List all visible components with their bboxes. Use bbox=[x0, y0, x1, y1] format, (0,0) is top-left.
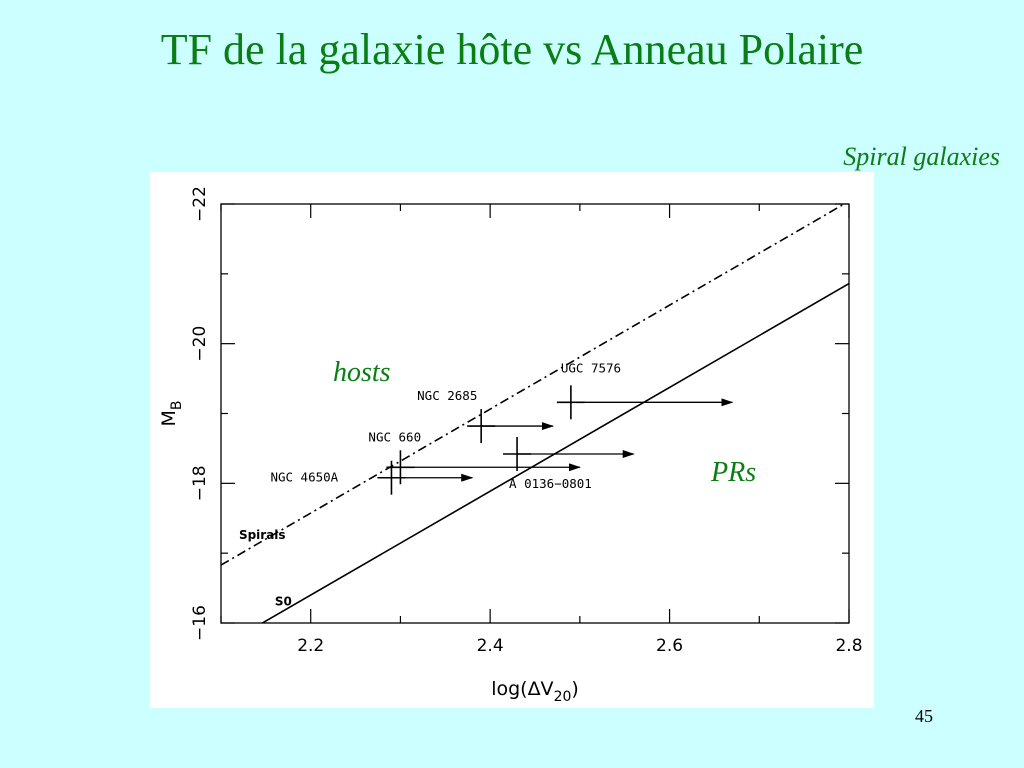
x-tick-label: 2.8 bbox=[835, 636, 862, 656]
x-tick-label: 2.4 bbox=[477, 636, 504, 656]
galaxy-point bbox=[467, 409, 554, 444]
tully-fisher-chart: 2.2 2.4 2.6 2.8 −16 −18 −20 −22 log(ΔV20) MB Spir… bbox=[158, 186, 863, 705]
x-tick-label: 2.6 bbox=[656, 636, 683, 656]
point-label: A 0136−0801 bbox=[509, 476, 592, 491]
s0-line-label: S0 bbox=[275, 595, 292, 609]
slide-number: 45 bbox=[915, 706, 933, 726]
galaxy-points bbox=[377, 385, 734, 495]
hosts-label: hosts bbox=[333, 357, 391, 388]
relation-lines bbox=[221, 204, 849, 623]
galaxy-point bbox=[386, 450, 581, 485]
prs-label: PRs bbox=[711, 457, 757, 488]
plot-frame bbox=[220, 203, 850, 624]
y-tick-label: −22 bbox=[190, 186, 210, 222]
s0-relation-line bbox=[260, 282, 849, 623]
galaxy-point bbox=[503, 437, 635, 472]
galaxy-point bbox=[556, 385, 734, 420]
slide-title: TF de la galaxie hôte vs Anneau Polaire bbox=[160, 25, 864, 74]
galaxy-point bbox=[377, 460, 474, 495]
y-tick-label: −18 bbox=[190, 465, 210, 501]
point-label: NGC 2685 bbox=[417, 388, 477, 403]
spiral-galaxies-label: Spiral galaxies bbox=[843, 142, 1000, 171]
x-tick-label: 2.2 bbox=[297, 636, 324, 656]
point-label: NGC 660 bbox=[368, 429, 421, 444]
y-tick-label: −16 bbox=[190, 605, 210, 641]
chart-labels: log(ΔV20) MB Spirals S0 NGC 4650A NGC 660 NGC … bbox=[158, 360, 621, 705]
chart-panel: 2.2 2.4 2.6 2.8 −16 −18 −20 −22 log(ΔV20) MB Spir… bbox=[150, 172, 874, 708]
point-label: UGC 7576 bbox=[561, 360, 621, 375]
axis-ticks: 2.2 2.4 2.6 2.8 −16 −18 −20 −22 bbox=[190, 186, 863, 656]
y-tick-label: −20 bbox=[190, 326, 210, 362]
spirals-line-label: Spirals bbox=[239, 528, 286, 542]
spirals-relation-line bbox=[221, 204, 846, 566]
point-label: NGC 4650A bbox=[270, 470, 338, 485]
y-axis-label: MB bbox=[158, 400, 185, 426]
x-axis-label: log(ΔV20) bbox=[491, 678, 579, 705]
